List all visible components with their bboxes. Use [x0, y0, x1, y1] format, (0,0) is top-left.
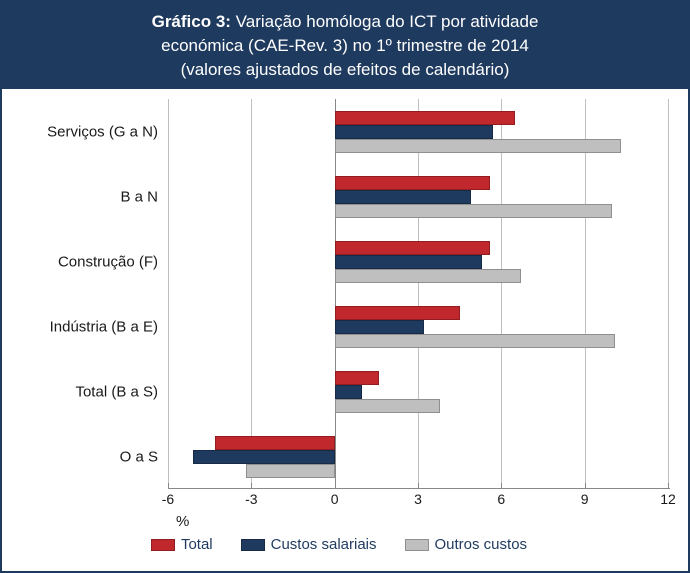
x-tick-label: 9: [581, 491, 589, 507]
bar: [335, 306, 460, 320]
bar: [335, 269, 521, 283]
bar: [335, 241, 491, 255]
bar: [193, 450, 335, 464]
x-tick-mark: [418, 483, 419, 489]
chart-area: Serviços (G a N)B a NConstrução (F)Indús…: [2, 89, 688, 559]
legend-label: Custos salariais: [271, 536, 377, 553]
legend: Total Custos salariais Outros custos: [8, 536, 670, 553]
legend-swatch: [151, 539, 175, 551]
x-tick-label: 0: [331, 491, 339, 507]
x-tick-mark: [585, 483, 586, 489]
category-label: Total (B a S): [8, 383, 158, 400]
category-row: Serviços (G a N): [168, 99, 670, 164]
x-tick-label: 3: [414, 491, 422, 507]
category-label: B a N: [8, 188, 158, 205]
bar: [335, 385, 363, 399]
x-tick-mark: [251, 483, 252, 489]
bar: [335, 125, 493, 139]
title-prefix: Gráfico 3:: [152, 12, 231, 31]
x-tick-label: -3: [245, 491, 257, 507]
category-label: Serviços (G a N): [8, 123, 158, 140]
chart-title: Gráfico 3: Variação homóloga do ICT por …: [2, 2, 688, 89]
bar: [335, 371, 379, 385]
bar: [335, 111, 516, 125]
bar: [335, 334, 616, 348]
x-axis-ticks: -6-3036912: [168, 489, 670, 515]
title-line1: Variação homóloga do ICT por atividade: [231, 12, 538, 31]
category-row: B a N: [168, 164, 670, 229]
legend-item: Total: [151, 536, 213, 553]
x-tick-label: -6: [162, 491, 174, 507]
x-tick-mark: [668, 483, 669, 489]
bar: [335, 204, 613, 218]
bar: [246, 464, 335, 478]
category-label: Indústria (B a E): [8, 318, 158, 335]
x-tick-mark: [501, 483, 502, 489]
legend-swatch: [241, 539, 265, 551]
category-row: O a S: [168, 424, 670, 489]
category-row: Indústria (B a E): [168, 294, 670, 359]
bar: [335, 139, 621, 153]
bar: [335, 190, 471, 204]
legend-label: Total: [181, 536, 213, 553]
category-label: O a S: [8, 448, 158, 465]
x-tick-mark: [168, 483, 169, 489]
legend-item: Outros custos: [405, 536, 528, 553]
legend-item: Custos salariais: [241, 536, 377, 553]
bar: [335, 399, 441, 413]
x-tick-label: 12: [660, 491, 676, 507]
legend-swatch: [405, 539, 429, 551]
category-row: Construção (F): [168, 229, 670, 294]
category-row: Total (B a S): [168, 359, 670, 424]
bar: [335, 320, 424, 334]
x-tick-mark: [335, 483, 336, 489]
x-axis-unit: %: [168, 513, 670, 530]
bar: [335, 176, 491, 190]
bar: [335, 255, 482, 269]
bar: [215, 436, 334, 450]
title-line3: (valores ajustados de efeitos de calendá…: [181, 60, 510, 79]
title-line2: económica (CAE-Rev. 3) no 1º trimestre d…: [161, 36, 529, 55]
plot-region: Serviços (G a N)B a NConstrução (F)Indús…: [168, 99, 670, 489]
x-tick-label: 6: [497, 491, 505, 507]
legend-label: Outros custos: [435, 536, 528, 553]
category-label: Construção (F): [8, 253, 158, 270]
